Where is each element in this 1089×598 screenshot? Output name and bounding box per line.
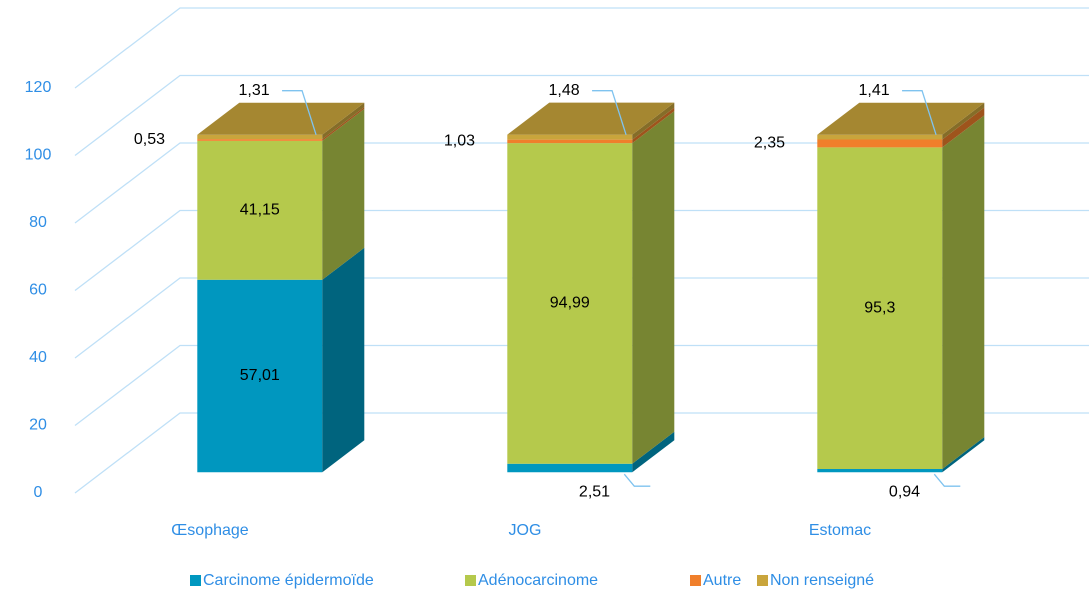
bar-top <box>507 102 675 135</box>
bar-segment <box>817 469 943 473</box>
bar-side <box>942 115 985 470</box>
legend-swatch <box>757 575 768 586</box>
legend-swatch <box>190 575 201 586</box>
grid-line <box>74 74 1089 157</box>
bar-segment <box>507 463 633 473</box>
y-tick-label: 100 <box>25 147 52 164</box>
y-tick-label: 20 <box>29 417 47 434</box>
bar-side <box>322 107 365 141</box>
bar-segment <box>507 139 633 144</box>
bar-side <box>942 107 985 148</box>
data-label: 57,01 <box>240 367 280 384</box>
bar-side <box>942 437 985 473</box>
bar-side <box>632 111 675 464</box>
grid-line <box>74 7 1089 89</box>
leader-line <box>623 473 651 487</box>
y-tick-label: 120 <box>25 79 52 96</box>
grid-line <box>74 344 1089 427</box>
bar-side <box>632 102 675 140</box>
data-label: 1,41 <box>858 82 889 99</box>
y-tick-label: 60 <box>29 282 47 299</box>
y-tick-label: 40 <box>29 349 47 366</box>
bar-segment <box>817 134 943 140</box>
leader-line <box>933 473 961 487</box>
data-label: 1,03 <box>444 133 475 150</box>
bar-top <box>817 102 985 135</box>
bar-segment <box>197 140 323 280</box>
bar-segment <box>507 134 633 140</box>
y-tick-label: 80 <box>29 214 47 231</box>
grid-line <box>74 277 1089 359</box>
data-label: 1,48 <box>548 82 579 99</box>
data-label: 94,99 <box>550 295 590 312</box>
leader-line <box>902 90 937 135</box>
leader-line <box>282 90 317 135</box>
y-tick-label: 0 <box>34 484 43 501</box>
bar-segment <box>817 147 943 470</box>
bar-segment <box>507 143 633 464</box>
grid-line <box>74 412 1089 494</box>
data-label: 1,31 <box>238 82 269 99</box>
bar-top <box>197 102 365 135</box>
legend-label: Carcinome épidermoïde <box>203 572 374 589</box>
bar-side <box>632 107 675 144</box>
bar-segment <box>817 139 943 148</box>
legend-label: Adénocarcinome <box>478 572 598 589</box>
bar-side <box>322 102 365 140</box>
data-label: 2,51 <box>579 483 610 500</box>
legend-swatch <box>690 575 701 586</box>
grid-line <box>74 209 1089 292</box>
data-label: 0,53 <box>134 131 165 148</box>
x-tick-label: Estomac <box>809 522 871 539</box>
leader-line <box>592 90 627 135</box>
bar-segment <box>197 134 323 140</box>
legend-label: Autre <box>703 572 741 589</box>
grid-line <box>74 142 1089 224</box>
bar-side <box>322 247 365 473</box>
bar-side <box>632 431 675 473</box>
bar-segment <box>197 279 323 473</box>
x-tick-label: JOG <box>509 522 542 539</box>
bar-side <box>322 108 365 280</box>
data-label: 2,35 <box>754 135 785 152</box>
data-label: 0,94 <box>889 483 920 500</box>
x-tick-label: Œsophage <box>171 522 248 539</box>
bar-segment <box>197 139 323 141</box>
legend-label: Non renseigné <box>770 572 874 589</box>
data-label: 41,15 <box>240 202 280 219</box>
data-label: 95,3 <box>864 299 895 316</box>
legend-swatch <box>465 575 476 586</box>
bar-side <box>942 102 985 140</box>
